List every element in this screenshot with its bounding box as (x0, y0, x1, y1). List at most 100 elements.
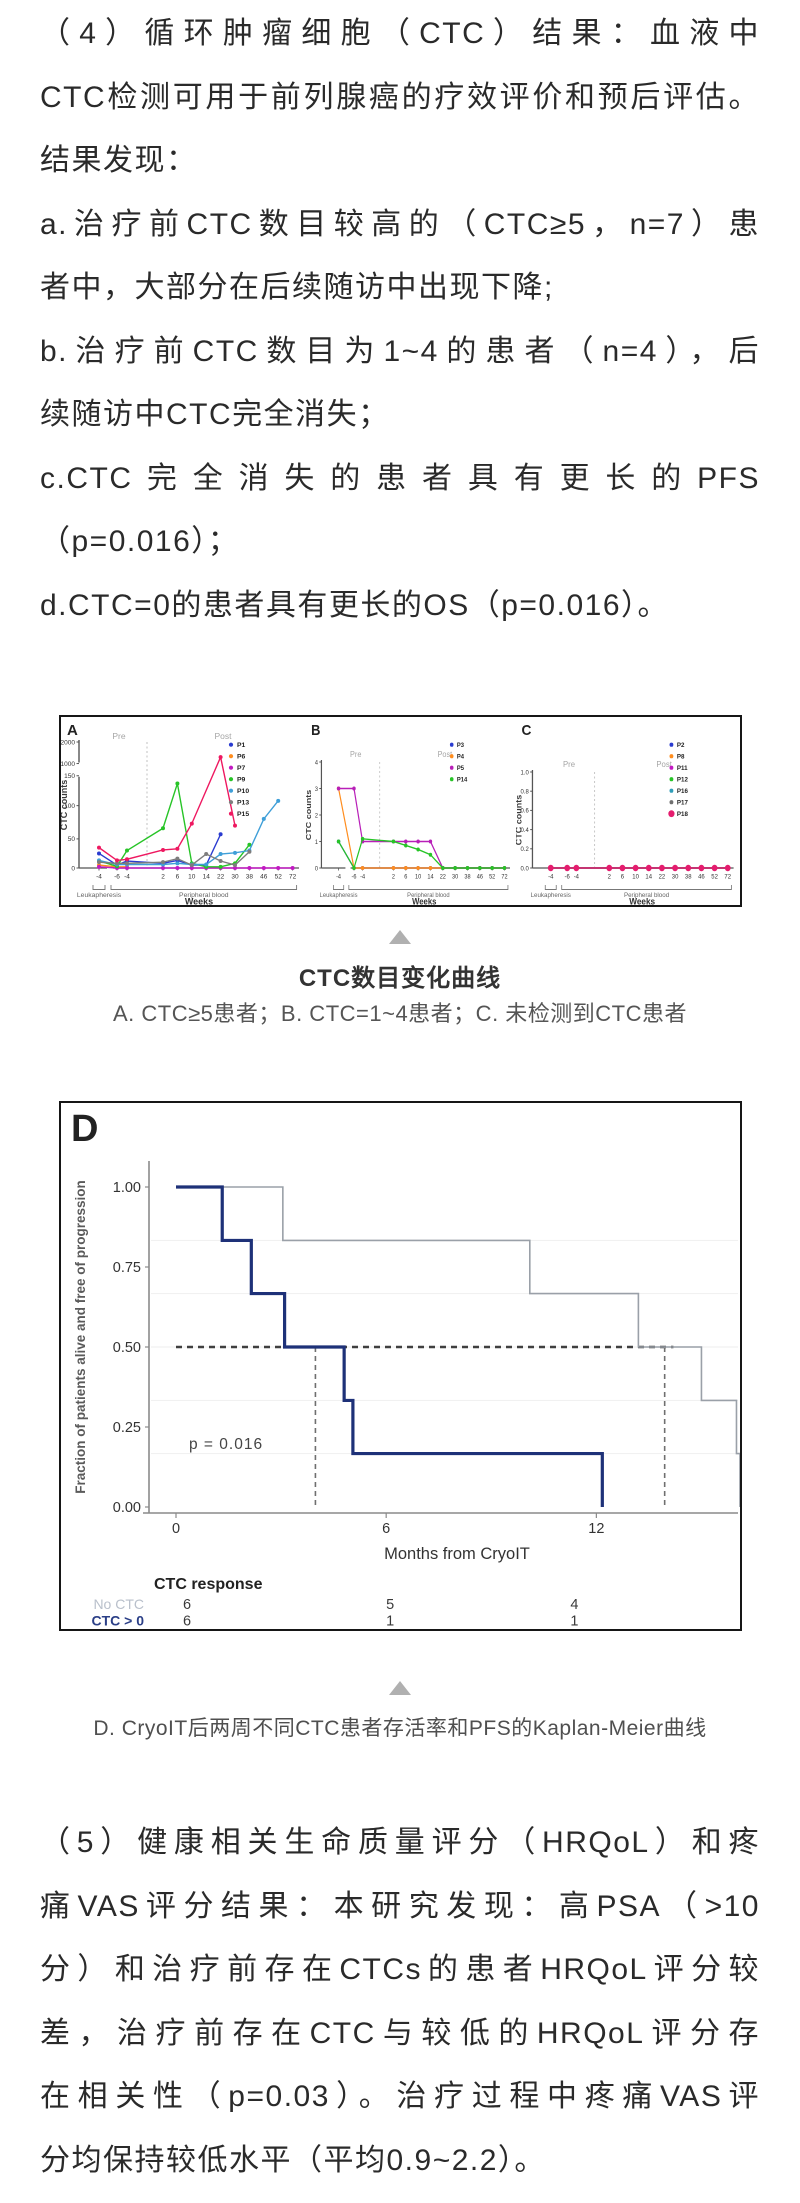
svg-text:2: 2 (392, 874, 396, 880)
svg-text:22: 22 (440, 874, 447, 880)
svg-text:Pre: Pre (563, 760, 576, 769)
svg-text:Peripheral blood: Peripheral blood (407, 892, 450, 900)
figure2-caption: D. CryoIT后两周不同CTC患者存活率和PFS的Kaplan-Meier曲… (93, 1717, 707, 1740)
svg-text:1000: 1000 (61, 761, 75, 768)
svg-text:72: 72 (724, 873, 731, 880)
svg-text:5: 5 (386, 1597, 394, 1613)
text-line: 差，治疗前存在CTC与较低的HRQoL评分存 (40, 2016, 760, 2050)
svg-text:Leukapheresis: Leukapheresis (320, 892, 358, 900)
svg-text:No CTC: No CTC (93, 1596, 144, 1612)
svg-text:CTC counts: CTC counts (306, 789, 313, 840)
svg-text:Peripheral blood: Peripheral blood (179, 892, 229, 899)
svg-text:0.6: 0.6 (521, 807, 530, 814)
svg-text:A: A (67, 722, 78, 739)
svg-text:P13: P13 (237, 800, 249, 807)
svg-text:CTC > 0: CTC > 0 (91, 1613, 144, 1629)
text-line: 者中，大部分在后续随访中出现下降; (40, 271, 554, 304)
text-line: c.CTC完全消失的患者具有更长的PFS (40, 461, 760, 495)
svg-text:52: 52 (711, 873, 718, 880)
svg-text:P17: P17 (677, 799, 688, 806)
svg-text:1.0: 1.0 (521, 769, 530, 776)
svg-text:P5: P5 (457, 765, 465, 773)
svg-text:6: 6 (183, 1614, 191, 1630)
svg-text:Weeks: Weeks (185, 897, 213, 906)
svg-text:0: 0 (172, 1521, 180, 1537)
svg-text:Fraction of patients alive and: Fraction of patients alive and free of p… (73, 1180, 88, 1494)
svg-text:P10: P10 (237, 788, 249, 795)
svg-text:30: 30 (231, 874, 239, 881)
svg-text:6: 6 (176, 874, 180, 881)
svg-text:P8: P8 (677, 753, 685, 760)
svg-text:Pre: Pre (350, 749, 362, 759)
svg-text:38: 38 (246, 874, 254, 881)
svg-text:4: 4 (315, 760, 319, 766)
svg-text:150: 150 (64, 773, 75, 780)
svg-text:3: 3 (315, 787, 319, 793)
svg-text:10: 10 (415, 874, 422, 880)
svg-text:Post: Post (656, 760, 672, 769)
svg-text:Pre: Pre (112, 731, 126, 741)
svg-text:D: D (71, 1108, 98, 1150)
svg-text:-6: -6 (352, 874, 358, 880)
svg-text:72: 72 (289, 874, 297, 881)
svg-text:0.00: 0.00 (113, 1500, 141, 1516)
svg-text:P18: P18 (677, 811, 688, 818)
svg-text:CTC counts: CTC counts (61, 780, 69, 831)
km-chart: D 1.00 0.75 0.50 0.25 0.00 Fraction of patient… (61, 1103, 741, 1634)
svg-text:0.4: 0.4 (521, 827, 530, 834)
svg-text:P2: P2 (677, 742, 685, 749)
svg-text:P15: P15 (237, 811, 249, 818)
svg-text:30: 30 (672, 873, 679, 880)
svg-text:0.50: 0.50 (113, 1340, 141, 1356)
svg-text:14: 14 (203, 874, 211, 881)
svg-text:38: 38 (464, 874, 471, 880)
text-line: 结果发现： (40, 144, 198, 177)
caption-arrow-icon (389, 930, 411, 944)
svg-text:4: 4 (570, 1597, 578, 1613)
svg-text:Post: Post (214, 731, 232, 741)
svg-text:2000: 2000 (61, 739, 75, 746)
svg-text:72: 72 (501, 874, 508, 880)
svg-text:-4: -4 (124, 874, 130, 881)
svg-text:22: 22 (217, 874, 225, 881)
svg-text:0.8: 0.8 (521, 788, 530, 795)
text-line: a.治疗前CTC数目较高的（CTC≥5，n=7）患 (40, 207, 760, 241)
svg-text:14: 14 (645, 873, 652, 880)
svg-text:Peripheral blood: Peripheral blood (624, 892, 670, 899)
svg-text:6: 6 (382, 1521, 390, 1537)
svg-text:p = 0.016: p = 0.016 (189, 1436, 263, 1453)
svg-text:CTC counts: CTC counts (516, 795, 523, 846)
svg-text:C: C (521, 722, 531, 739)
svg-text:1.00: 1.00 (113, 1180, 141, 1196)
svg-text:12: 12 (588, 1521, 604, 1537)
figure-km-curve: D 1.00 0.75 0.50 0.25 0.00 Fraction of patient… (59, 1101, 742, 1631)
text-line: 分）和治疗前存在CTCs的患者HRQoL评分较 (40, 1953, 760, 1986)
svg-text:Months from CryoIT: Months from CryoIT (384, 1545, 530, 1563)
svg-text:P14: P14 (457, 776, 468, 784)
svg-text:-4: -4 (336, 874, 342, 880)
caption-arrow-icon (389, 1681, 411, 1695)
svg-text:-4: -4 (574, 873, 580, 880)
svg-text:0.2: 0.2 (521, 846, 530, 853)
text-line: 分均保持较低水平（平均0.9~2.2）。 (40, 2143, 546, 2177)
text-line: 痛VAS评分结果：本研究发现：高PSA（>10 (40, 1889, 760, 1923)
svg-text:-4: -4 (96, 874, 102, 881)
svg-text:-4: -4 (548, 873, 554, 880)
svg-text:Weeks: Weeks (412, 896, 437, 905)
text-line: （p=0.016）； (40, 525, 240, 558)
svg-text:38: 38 (685, 873, 692, 880)
svg-text:14: 14 (427, 874, 434, 880)
svg-text:P9: P9 (237, 777, 246, 784)
ctc-chart-panel-c: C 0.0 0.2 0.4 0.6 0.8 1.0 CTC counts Pre Post -4 -6… (514, 717, 740, 907)
svg-text:0.75: 0.75 (113, 1260, 141, 1276)
svg-text:46: 46 (698, 873, 705, 880)
svg-text:6: 6 (621, 873, 625, 880)
svg-text:46: 46 (477, 874, 484, 880)
svg-text:CTC response: CTC response (154, 1576, 263, 1593)
text-line: b.治疗前CTC数目为1~4的患者（n=4），后 (40, 334, 760, 368)
svg-text:6: 6 (404, 874, 408, 880)
svg-text:30: 30 (452, 874, 459, 880)
svg-text:2: 2 (161, 874, 165, 881)
ctc-chart-panel-a: A 0 50 100 150 1000 2000 CTC counts Pre Post -4 -6-… (59, 717, 306, 907)
